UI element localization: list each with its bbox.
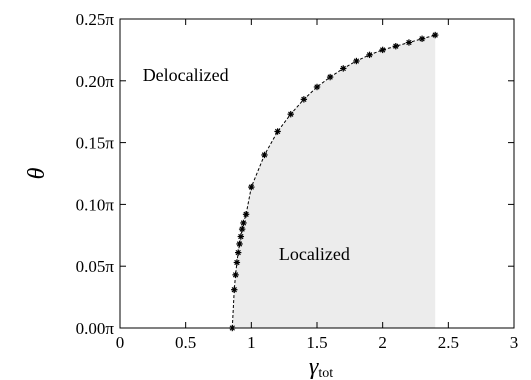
plot-area: Delocalized Localized [143,31,439,332]
data-point [405,39,413,46]
data-point [233,259,241,266]
data-point [238,225,246,233]
x-tick-label: 1.5 [306,333,327,352]
data-point [232,271,239,279]
data-point [236,240,243,248]
y-tick-label: 0.10π [76,195,115,214]
x-axis-label: γtot [309,354,333,380]
x-tick-label: 0 [116,333,125,352]
x-tick-label: 1 [247,333,256,352]
data-point [237,233,245,240]
data-point [379,46,386,54]
data-point [248,183,255,191]
x-tick-label: 2 [378,333,387,352]
data-point [418,35,426,42]
data-point [231,286,238,293]
data-point [340,65,347,72]
data-point [432,31,439,39]
localized-region [232,35,436,329]
data-point [261,151,268,159]
y-axis-label: θ [24,167,50,179]
x-tick-label: 0.5 [175,333,196,352]
data-point [300,96,308,103]
y-tick-label: 0.15π [76,134,115,153]
x-tick-label: 3 [510,333,519,352]
y-tick-label: 0.00π [76,319,115,338]
data-point [240,219,247,227]
data-point [287,110,294,118]
delocalized-label: Delocalized [143,65,229,85]
axes: 0 0.5 1 1.5 2 2.5 3 0.00π 0.05π 0.10π 0.15π 0.20π 0.… [24,10,518,380]
data-point [242,211,250,218]
data-point [392,42,399,50]
data-point [313,83,321,91]
data-point [326,73,334,81]
y-tick-label: 0.20π [76,72,115,91]
y-tick-label: 0.05π [76,257,115,276]
data-point [274,128,281,135]
data-point [353,57,360,65]
data-point [366,51,373,59]
y-tick-label: 0.25π [76,10,115,29]
data-point [235,249,242,256]
x-tick-label: 2.5 [438,333,459,352]
localized-label: Localized [279,244,350,264]
